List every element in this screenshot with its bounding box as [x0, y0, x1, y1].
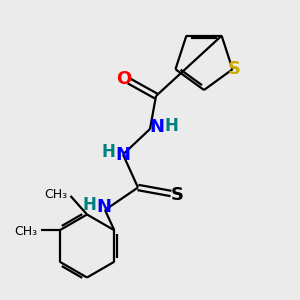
Text: N: N — [149, 118, 164, 136]
Text: O: O — [116, 70, 131, 88]
Text: S: S — [170, 186, 184, 204]
Text: S: S — [227, 60, 241, 78]
Text: H: H — [101, 142, 115, 160]
Text: H: H — [82, 196, 96, 214]
Text: N: N — [116, 146, 130, 164]
Text: CH₃: CH₃ — [44, 188, 67, 201]
Text: CH₃: CH₃ — [14, 225, 38, 238]
Text: H: H — [165, 117, 178, 135]
Text: N: N — [96, 198, 111, 216]
